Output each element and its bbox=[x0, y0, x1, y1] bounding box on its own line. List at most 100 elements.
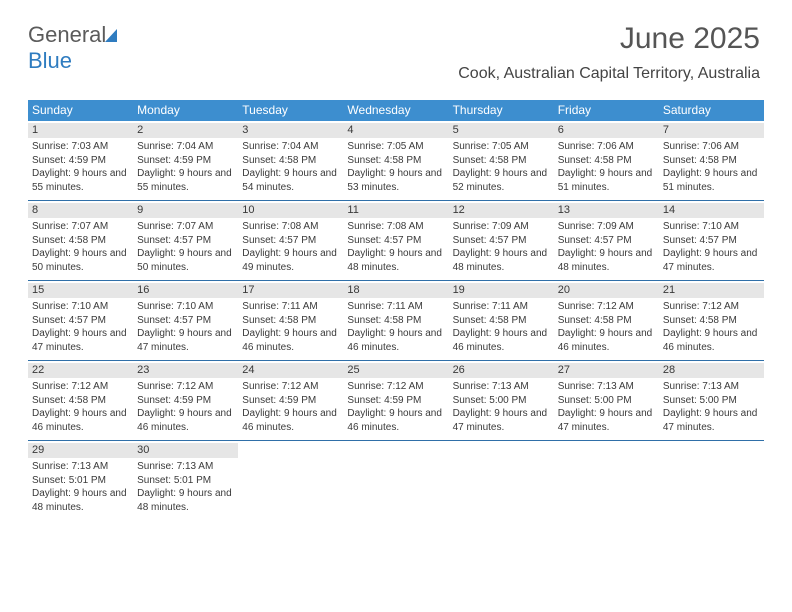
day-details: Sunrise: 7:10 AMSunset: 4:57 PMDaylight:… bbox=[32, 300, 129, 354]
day-number: 20 bbox=[554, 283, 659, 298]
day-number: 2 bbox=[133, 123, 238, 138]
calendar-day-cell: 8 Sunrise: 7:07 AMSunset: 4:58 PMDaylight… bbox=[28, 201, 133, 280]
day-number: 7 bbox=[659, 123, 764, 138]
calendar-day-cell: 1 Sunrise: 7:03 AMSunset: 4:59 PMDaylight… bbox=[28, 121, 133, 200]
calendar-header-row: SundayMondayTuesdayWednesdayThursdayFrid… bbox=[28, 100, 764, 121]
brand-part1: General bbox=[28, 22, 106, 47]
day-details: Sunrise: 7:09 AMSunset: 4:57 PMDaylight:… bbox=[453, 220, 550, 274]
calendar-header-cell: Sunday bbox=[28, 100, 133, 121]
day-details: Sunrise: 7:05 AMSunset: 4:58 PMDaylight:… bbox=[453, 140, 550, 194]
day-details: Sunrise: 7:03 AMSunset: 4:59 PMDaylight:… bbox=[32, 140, 129, 194]
day-number: 15 bbox=[28, 283, 133, 298]
day-number: 5 bbox=[449, 123, 554, 138]
calendar-day-cell: 24 Sunrise: 7:12 AMSunset: 4:59 PMDayligh… bbox=[238, 361, 343, 440]
day-number: 26 bbox=[449, 363, 554, 378]
day-number: 11 bbox=[343, 203, 448, 218]
day-number: 19 bbox=[449, 283, 554, 298]
day-number: 17 bbox=[238, 283, 343, 298]
day-number: 29 bbox=[28, 443, 133, 458]
day-details: Sunrise: 7:10 AMSunset: 4:57 PMDaylight:… bbox=[137, 300, 234, 354]
calendar-day-cell: 14 Sunrise: 7:10 AMSunset: 4:57 PMDayligh… bbox=[659, 201, 764, 280]
calendar-day-cell: 6Sunrise: 7:06 AMSunset: 4:58 PMDaylight… bbox=[554, 121, 659, 200]
calendar-day-cell: 30 Sunrise: 7:13 AMSunset: 5:01 PMDayligh… bbox=[133, 441, 238, 520]
calendar-day-cell: 20 Sunrise: 7:12 AMSunset: 4:58 PMDayligh… bbox=[554, 281, 659, 360]
brand-part2: Blue bbox=[28, 48, 72, 73]
day-number: 9 bbox=[133, 203, 238, 218]
calendar-day-cell: 10 Sunrise: 7:08 AMSunset: 4:57 PMDayligh… bbox=[238, 201, 343, 280]
day-details: Sunrise: 7:04 AMSunset: 4:59 PMDaylight:… bbox=[137, 140, 234, 194]
calendar-day-cell: 26 Sunrise: 7:13 AMSunset: 5:00 PMDayligh… bbox=[449, 361, 554, 440]
day-number: 10 bbox=[238, 203, 343, 218]
calendar-day-cell: 23Sunrise: 7:12 AMSunset: 4:59 PMDayligh… bbox=[133, 361, 238, 440]
calendar-day-cell: 3 Sunrise: 7:04 AMSunset: 4:58 PMDaylight… bbox=[238, 121, 343, 200]
day-details: Sunrise: 7:06 AMSunset: 4:58 PMDaylight:… bbox=[663, 140, 760, 194]
calendar-week-row: 29 Sunrise: 7:13 AMSunset: 5:01 PMDayligh… bbox=[28, 440, 764, 520]
calendar-week-row: 1 Sunrise: 7:03 AMSunset: 4:59 PMDaylight… bbox=[28, 121, 764, 200]
calendar-day-cell: 21 Sunrise: 7:12 AMSunset: 4:58 PMDayligh… bbox=[659, 281, 764, 360]
calendar-day-cell: 12 Sunrise: 7:09 AMSunset: 4:57 PMDayligh… bbox=[449, 201, 554, 280]
calendar-day-cell: 25Sunrise: 7:12 AMSunset: 4:59 PMDayligh… bbox=[343, 361, 448, 440]
calendar-header-cell: Wednesday bbox=[343, 100, 448, 121]
day-details: Sunrise: 7:12 AMSunset: 4:58 PMDaylight:… bbox=[32, 380, 129, 434]
day-details: Sunrise: 7:04 AMSunset: 4:58 PMDaylight:… bbox=[242, 140, 339, 194]
calendar-day-cell: 5 Sunrise: 7:05 AMSunset: 4:58 PMDaylight… bbox=[449, 121, 554, 200]
day-number: 13 bbox=[554, 203, 659, 218]
calendar-day-cell: 19 Sunrise: 7:11 AMSunset: 4:58 PMDayligh… bbox=[449, 281, 554, 360]
location-subtitle: Cook, Australian Capital Territory, Aust… bbox=[458, 65, 760, 83]
calendar-day-empty bbox=[554, 441, 659, 520]
day-details: Sunrise: 7:13 AMSunset: 5:00 PMDaylight:… bbox=[453, 380, 550, 434]
day-number: 16 bbox=[133, 283, 238, 298]
calendar-day-cell: 27 Sunrise: 7:13 AMSunset: 5:00 PMDayligh… bbox=[554, 361, 659, 440]
day-details: Sunrise: 7:11 AMSunset: 4:58 PMDaylight:… bbox=[347, 300, 444, 354]
day-number: 12 bbox=[449, 203, 554, 218]
day-details: Sunrise: 7:12 AMSunset: 4:59 PMDaylight:… bbox=[242, 380, 339, 434]
calendar-day-cell: 7 Sunrise: 7:06 AMSunset: 4:58 PMDaylight… bbox=[659, 121, 764, 200]
day-details: Sunrise: 7:12 AMSunset: 4:58 PMDaylight:… bbox=[558, 300, 655, 354]
day-details: Sunrise: 7:12 AMSunset: 4:59 PMDaylight:… bbox=[347, 380, 444, 434]
day-details: Sunrise: 7:08 AMSunset: 4:57 PMDaylight:… bbox=[242, 220, 339, 274]
page-title: June 2025 bbox=[620, 22, 760, 56]
day-details: Sunrise: 7:13 AMSunset: 5:01 PMDaylight:… bbox=[137, 460, 234, 514]
calendar-day-cell: 16 Sunrise: 7:10 AMSunset: 4:57 PMDayligh… bbox=[133, 281, 238, 360]
day-number: 1 bbox=[28, 123, 133, 138]
calendar-day-cell: 17 Sunrise: 7:11 AMSunset: 4:58 PMDayligh… bbox=[238, 281, 343, 360]
day-details: Sunrise: 7:11 AMSunset: 4:58 PMDaylight:… bbox=[453, 300, 550, 354]
day-details: Sunrise: 7:13 AMSunset: 5:01 PMDaylight:… bbox=[32, 460, 129, 514]
day-number: 24 bbox=[238, 363, 343, 378]
calendar-day-empty bbox=[659, 441, 764, 520]
day-details: Sunrise: 7:07 AMSunset: 4:58 PMDaylight:… bbox=[32, 220, 129, 274]
day-number: 30 bbox=[133, 443, 238, 458]
day-number: 21 bbox=[659, 283, 764, 298]
day-details: Sunrise: 7:13 AMSunset: 5:00 PMDaylight:… bbox=[663, 380, 760, 434]
day-number: 6 bbox=[554, 123, 659, 138]
calendar-day-cell: 4Sunrise: 7:05 AMSunset: 4:58 PMDaylight… bbox=[343, 121, 448, 200]
calendar-header-cell: Saturday bbox=[659, 100, 764, 121]
day-number: 8 bbox=[28, 203, 133, 218]
day-number: 22 bbox=[28, 363, 133, 378]
day-details: Sunrise: 7:12 AMSunset: 4:59 PMDaylight:… bbox=[137, 380, 234, 434]
day-details: Sunrise: 7:13 AMSunset: 5:00 PMDaylight:… bbox=[558, 380, 655, 434]
day-details: Sunrise: 7:07 AMSunset: 4:57 PMDaylight:… bbox=[137, 220, 234, 274]
calendar-day-cell: 13 Sunrise: 7:09 AMSunset: 4:57 PMDayligh… bbox=[554, 201, 659, 280]
calendar-header-cell: Friday bbox=[554, 100, 659, 121]
calendar-weeks: 1 Sunrise: 7:03 AMSunset: 4:59 PMDaylight… bbox=[28, 121, 764, 520]
calendar-day-cell: 9 Sunrise: 7:07 AMSunset: 4:57 PMDaylight… bbox=[133, 201, 238, 280]
calendar-week-row: 15 Sunrise: 7:10 AMSunset: 4:57 PMDayligh… bbox=[28, 280, 764, 360]
day-number: 14 bbox=[659, 203, 764, 218]
day-details: Sunrise: 7:09 AMSunset: 4:57 PMDaylight:… bbox=[558, 220, 655, 274]
brand-logo: General Blue bbox=[28, 22, 124, 74]
calendar-week-row: 22 Sunrise: 7:12 AMSunset: 4:58 PMDayligh… bbox=[28, 360, 764, 440]
day-number: 3 bbox=[238, 123, 343, 138]
calendar-header-cell: Monday bbox=[133, 100, 238, 121]
day-details: Sunrise: 7:10 AMSunset: 4:57 PMDaylight:… bbox=[663, 220, 760, 274]
calendar-day-empty bbox=[449, 441, 554, 520]
day-details: Sunrise: 7:05 AMSunset: 4:58 PMDaylight:… bbox=[347, 140, 444, 194]
calendar-header-cell: Tuesday bbox=[238, 100, 343, 121]
day-details: Sunrise: 7:12 AMSunset: 4:58 PMDaylight:… bbox=[663, 300, 760, 354]
brand-sail-icon bbox=[104, 28, 124, 44]
calendar-header-cell: Thursday bbox=[449, 100, 554, 121]
calendar-day-cell: 18Sunrise: 7:11 AMSunset: 4:58 PMDayligh… bbox=[343, 281, 448, 360]
day-details: Sunrise: 7:11 AMSunset: 4:58 PMDaylight:… bbox=[242, 300, 339, 354]
calendar: SundayMondayTuesdayWednesdayThursdayFrid… bbox=[28, 100, 764, 520]
day-number: 27 bbox=[554, 363, 659, 378]
